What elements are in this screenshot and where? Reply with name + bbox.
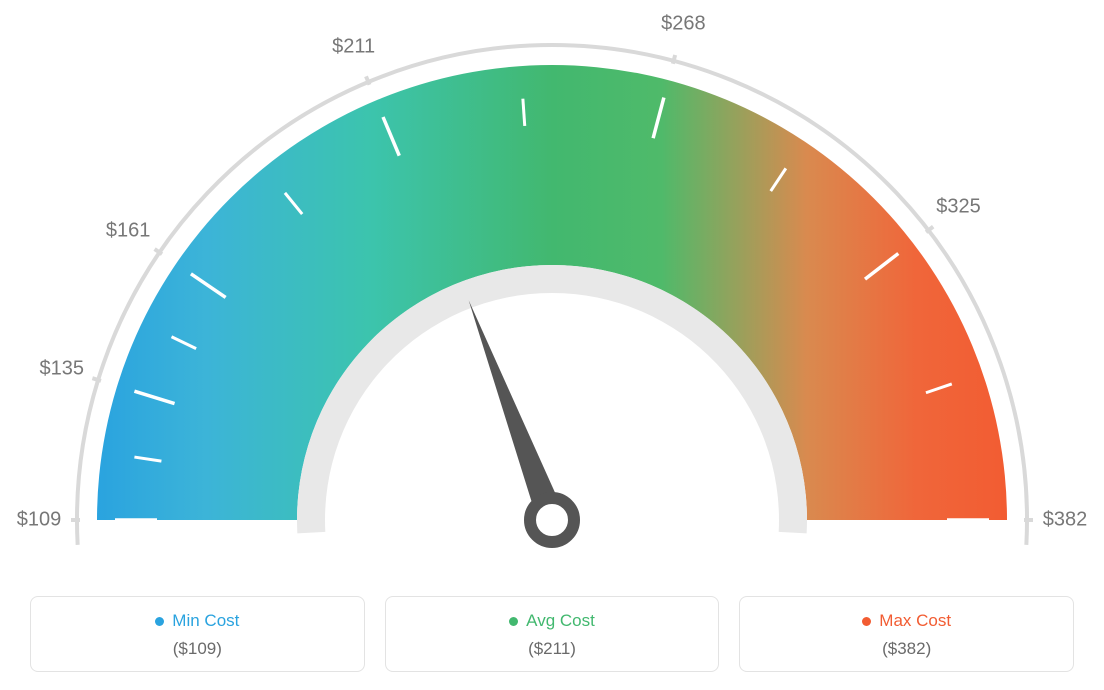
legend-card-avg: Avg Cost ($211): [385, 596, 720, 672]
legend-label-max: Max Cost: [879, 611, 951, 631]
gauge-tick: [523, 99, 525, 126]
gauge-needle: [469, 300, 565, 525]
legend-value-avg: ($211): [396, 639, 709, 659]
tick-label: $161: [106, 220, 151, 243]
tick-label: $382: [1043, 509, 1088, 532]
tick-label: $109: [17, 509, 62, 532]
tick-label: $325: [936, 196, 981, 219]
legend-card-max: Max Cost ($382): [739, 596, 1074, 672]
gauge-area: $109 $135 $161 $211 $268 $325 $382: [0, 0, 1104, 570]
legend-dot-avg: [509, 617, 518, 626]
tick-label: $268: [661, 13, 706, 36]
legend-dot-min: [155, 617, 164, 626]
legend-card-min: Min Cost ($109): [30, 596, 365, 672]
legend-label-min: Min Cost: [172, 611, 239, 631]
legend-label-avg: Avg Cost: [526, 611, 595, 631]
legend-row: Min Cost ($109) Avg Cost ($211) Max Cost…: [0, 596, 1104, 672]
tick-label: $211: [332, 35, 375, 58]
gauge-svg: [0, 0, 1104, 570]
tick-label: $135: [40, 357, 85, 380]
gauge-hub: [530, 498, 574, 542]
legend-value-min: ($109): [41, 639, 354, 659]
cost-gauge-chart: $109 $135 $161 $211 $268 $325 $382 Min Cost ($…: [0, 0, 1104, 690]
legend-value-max: ($382): [750, 639, 1063, 659]
legend-dot-max: [862, 617, 871, 626]
